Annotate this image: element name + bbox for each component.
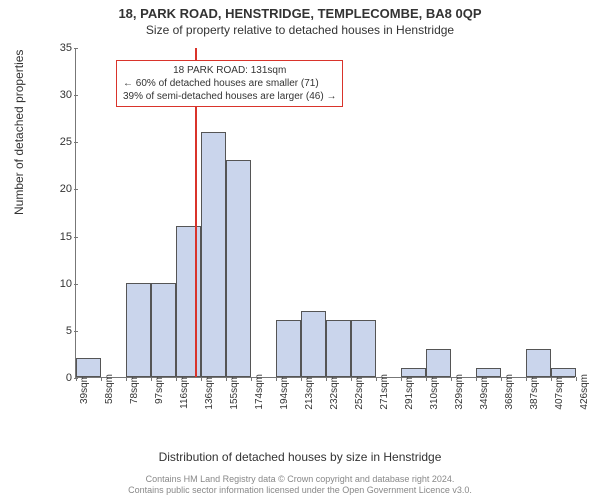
property-info-box: 18 PARK ROAD: 131sqm← 60% of detached ho… xyxy=(116,60,343,107)
x-tick-mark xyxy=(401,377,402,381)
x-tick: 310sqm xyxy=(429,374,440,410)
x-tick: 407sqm xyxy=(554,374,565,410)
y-axis-label: Number of detached properties xyxy=(12,50,26,215)
x-tick-mark xyxy=(426,377,427,381)
x-tick: 349sqm xyxy=(479,374,490,410)
x-axis-label: Distribution of detached houses by size … xyxy=(0,450,600,464)
x-tick: 174sqm xyxy=(254,374,265,410)
footer-line-1: Contains HM Land Registry data © Crown c… xyxy=(0,474,600,485)
histogram-bar xyxy=(351,320,376,377)
x-tick-mark xyxy=(301,377,302,381)
x-tick-mark xyxy=(251,377,252,381)
histogram-bar xyxy=(151,283,176,377)
histogram-bar xyxy=(201,132,226,377)
footer-line-2: Contains public sector information licen… xyxy=(0,485,600,496)
histogram-bar xyxy=(276,320,301,377)
histogram-bar xyxy=(476,368,501,377)
x-tick-mark xyxy=(376,377,377,381)
x-tick: 232sqm xyxy=(329,374,340,410)
x-tick-mark xyxy=(76,377,77,381)
x-tick-mark xyxy=(501,377,502,381)
x-tick: 136sqm xyxy=(204,374,215,410)
x-tick: 58sqm xyxy=(104,374,115,404)
x-tick: 116sqm xyxy=(179,374,190,409)
x-tick-mark xyxy=(451,377,452,381)
histogram-bar xyxy=(76,358,101,377)
x-tick-mark xyxy=(526,377,527,381)
x-tick-mark xyxy=(126,377,127,381)
x-tick: 39sqm xyxy=(79,374,90,404)
x-tick: 387sqm xyxy=(529,374,540,410)
histogram-bar xyxy=(326,320,351,377)
info-box-line: 39% of semi-detached houses are larger (… xyxy=(123,90,336,103)
x-tick-mark xyxy=(226,377,227,381)
x-tick: 194sqm xyxy=(279,374,290,410)
y-tick: 30 xyxy=(48,89,72,101)
page-title: 18, PARK ROAD, HENSTRIDGE, TEMPLECOMBE, … xyxy=(0,0,600,21)
histogram-bar xyxy=(126,283,151,377)
histogram-bar xyxy=(401,368,426,377)
y-tick: 15 xyxy=(48,231,72,243)
x-tick: 291sqm xyxy=(404,374,415,410)
x-tick-mark xyxy=(476,377,477,381)
histogram-chart: 0510152025303539sqm58sqm78sqm97sqm116sqm… xyxy=(55,48,575,428)
x-tick-mark xyxy=(101,377,102,381)
page-subtitle: Size of property relative to detached ho… xyxy=(0,21,600,37)
x-tick: 213sqm xyxy=(304,374,315,410)
y-tick: 0 xyxy=(48,372,72,384)
histogram-bar xyxy=(301,311,326,377)
x-tick-mark xyxy=(201,377,202,381)
x-tick: 329sqm xyxy=(454,374,465,410)
histogram-bar xyxy=(426,349,451,377)
x-tick: 368sqm xyxy=(504,374,515,410)
x-tick: 252sqm xyxy=(354,374,365,410)
y-tick: 25 xyxy=(48,136,72,148)
x-tick-mark xyxy=(276,377,277,381)
info-box-line: ← 60% of detached houses are smaller (71… xyxy=(123,77,336,90)
y-tick: 5 xyxy=(48,325,72,337)
histogram-bar xyxy=(526,349,551,377)
x-tick-mark xyxy=(551,377,552,381)
histogram-bar xyxy=(226,160,251,377)
x-tick-mark xyxy=(326,377,327,381)
x-tick-mark xyxy=(351,377,352,381)
x-tick-mark xyxy=(576,377,577,381)
x-tick: 426sqm xyxy=(579,374,590,410)
histogram-bar xyxy=(176,226,201,377)
y-tick: 20 xyxy=(48,183,72,195)
x-tick: 155sqm xyxy=(229,374,240,410)
y-tick: 35 xyxy=(48,42,72,54)
x-tick: 271sqm xyxy=(379,374,390,410)
x-tick-mark xyxy=(176,377,177,381)
y-tick: 10 xyxy=(48,278,72,290)
x-tick-mark xyxy=(151,377,152,381)
x-tick: 78sqm xyxy=(129,374,140,404)
plot-area: 0510152025303539sqm58sqm78sqm97sqm116sqm… xyxy=(75,48,575,378)
footer-attribution: Contains HM Land Registry data © Crown c… xyxy=(0,474,600,497)
x-tick: 97sqm xyxy=(154,374,165,404)
info-box-line: 18 PARK ROAD: 131sqm xyxy=(123,64,336,77)
histogram-bar xyxy=(551,368,576,377)
